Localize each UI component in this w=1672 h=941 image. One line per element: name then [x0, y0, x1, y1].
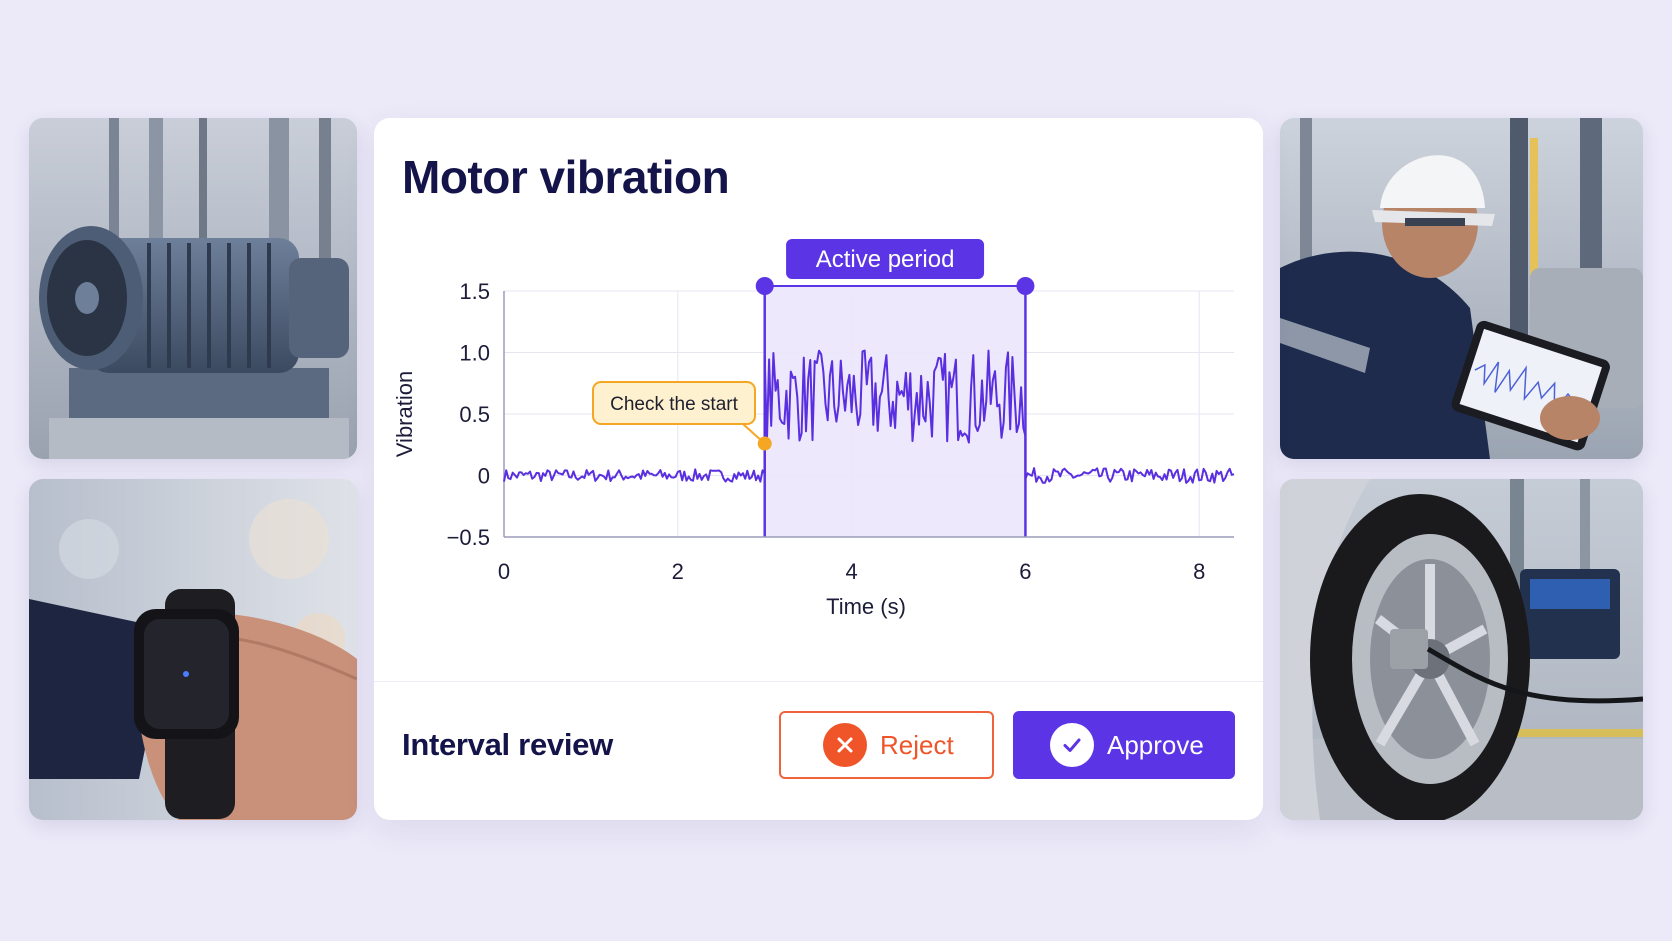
- interval-review-label: Interval review: [402, 727, 613, 762]
- active-period-label: Active period: [786, 239, 985, 279]
- y-axis-label: Vibration: [392, 371, 417, 457]
- annotation-callout-bg: [592, 381, 756, 425]
- vibration-series-line: [503, 349, 1235, 484]
- y-tick-label: −0.5: [447, 525, 490, 550]
- x-tick-label: 2: [672, 559, 684, 584]
- annotation-callout: Check the start: [592, 381, 756, 425]
- y-tick-label: 0: [478, 464, 490, 489]
- approve-button[interactable]: Approve: [1013, 711, 1235, 779]
- checkmark-icon: [1050, 723, 1094, 767]
- wrist-sensor-photo: [29, 479, 357, 820]
- x-tick-label: 4: [845, 559, 857, 584]
- active-period-start-handle[interactable]: [755, 277, 774, 295]
- y-tick-label: 0.5: [459, 402, 490, 427]
- wheel-sensor-photo: [1280, 479, 1643, 820]
- vibration-chart: Active period Check the start 0 2 4 6 8 1.5 1.…: [392, 239, 1235, 619]
- chart-axes: [503, 291, 1234, 538]
- close-icon: [823, 723, 867, 767]
- x-tick-label: 8: [1193, 559, 1205, 584]
- engineer-tablet-photo: [1280, 118, 1643, 459]
- card-divider: [374, 681, 1263, 682]
- active-period-label-bg: [786, 239, 985, 279]
- x-axis-label: Time (s): [826, 594, 906, 619]
- industrial-motor-photo: [29, 118, 357, 459]
- active-period-label-text: Active period: [816, 246, 955, 273]
- chart-title: Motor vibration: [402, 151, 730, 203]
- chart-card: Motor vibration Active period Check the …: [374, 118, 1263, 820]
- y-tick-label: 1.0: [459, 341, 490, 366]
- annotation-callout-text: Check the start: [610, 394, 738, 415]
- reject-button-label: Reject: [880, 729, 954, 760]
- annotation-marker[interactable]: [757, 436, 772, 451]
- active-period-end-handle[interactable]: [1016, 277, 1035, 295]
- reject-button[interactable]: Reject: [779, 711, 994, 779]
- approve-button-label: Approve: [1107, 729, 1204, 760]
- x-tick-label: 0: [498, 559, 510, 584]
- y-tick-label: 1.5: [459, 279, 490, 304]
- chart-tick-labels: 0 2 4 6 8 1.5 1.0 0.5 0 −0.5: [447, 279, 1206, 584]
- x-tick-label: 6: [1019, 559, 1031, 584]
